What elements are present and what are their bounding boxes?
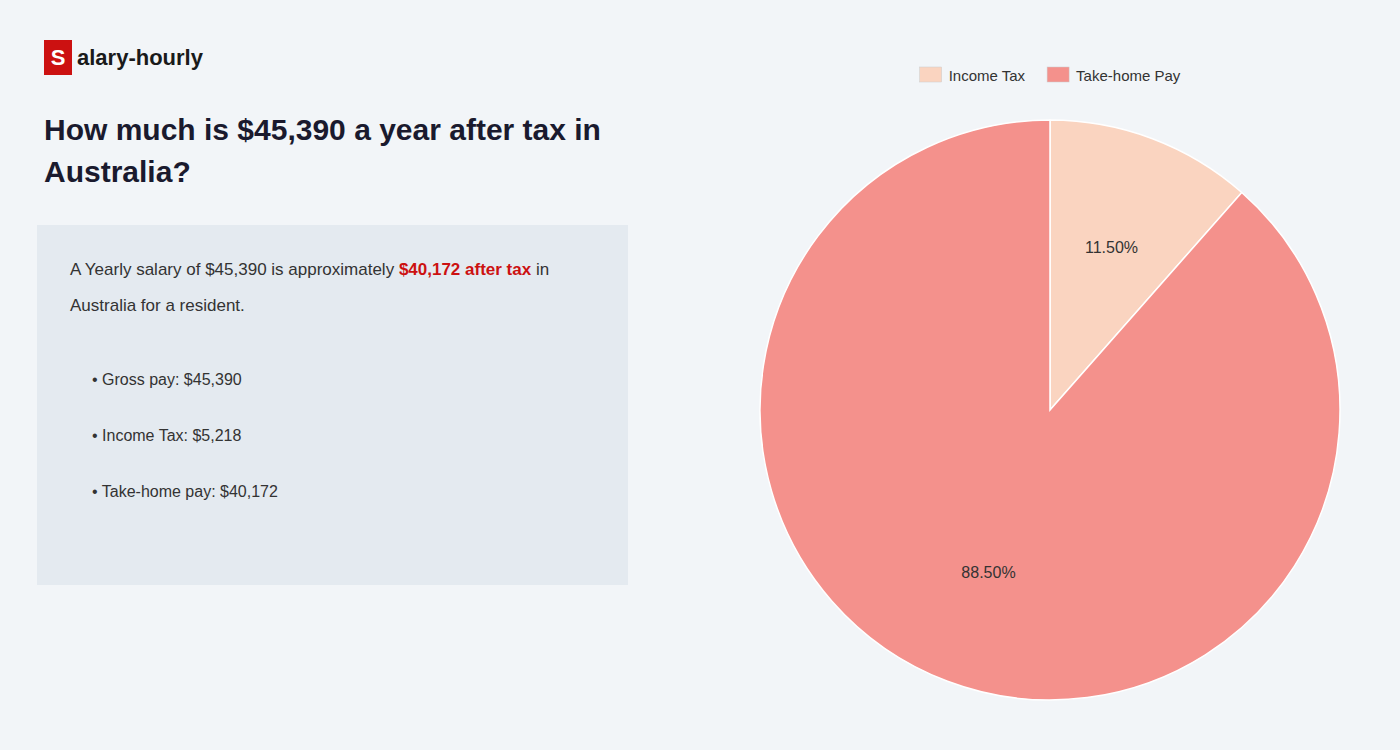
title: How much is $45,390 a year after tax in xyxy=(44,113,601,146)
legend-label: Take-home Pay xyxy=(1076,67,1181,84)
background xyxy=(0,0,1400,750)
legend: Income Tax Take-home Pay xyxy=(920,67,1181,84)
info-text-part: $40,172 after tax xyxy=(399,260,532,279)
legend-label: Income Tax xyxy=(949,67,1026,84)
legend-swatch xyxy=(920,67,942,82)
info-text: A Yearly salary of $45,390 is approximat… xyxy=(70,260,549,279)
pie xyxy=(760,120,1340,700)
logo-letter: S xyxy=(51,45,66,70)
legend-item: Income Tax xyxy=(920,67,1026,84)
info-text-part: in xyxy=(531,260,549,279)
data-labels: 11.50% 88.50% xyxy=(961,239,1138,582)
legend-swatch xyxy=(1047,67,1069,82)
info-box xyxy=(37,225,628,585)
chart: Salary-hourly How much is $45,390 a year … xyxy=(0,0,1400,750)
data-label: 88.50% xyxy=(961,564,1015,581)
info-text-part: A Yearly salary of $45,390 is approximat… xyxy=(70,260,399,279)
bullet-item: • Take-home pay: $40,172 xyxy=(92,483,278,500)
pie-slice xyxy=(760,120,1340,700)
info-text: Australia for a resident. xyxy=(70,296,245,315)
bullet-item: • Gross pay: $45,390 xyxy=(92,371,242,388)
text-panel: Salary-hourly How much is $45,390 a year … xyxy=(37,40,628,585)
logo-text: alary-hourly xyxy=(77,45,204,70)
logo-box xyxy=(44,40,72,75)
legend-item: Take-home Pay xyxy=(1047,67,1181,84)
title: Australia? xyxy=(44,155,191,188)
data-label: 11.50% xyxy=(1085,239,1138,256)
bullet-item: • Income Tax: $5,218 xyxy=(92,427,242,444)
